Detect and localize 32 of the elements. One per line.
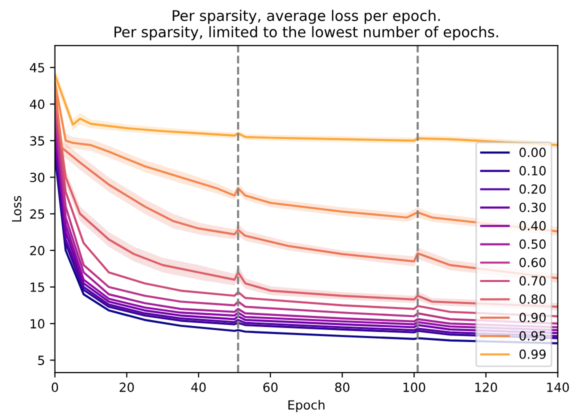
x-tick-label: 120 [475, 382, 498, 392]
legend-label: 0.90 [520, 312, 546, 322]
chart-title: Per sparsity, average loss per epoch. Per sparsity, limited to the lowest number of epochs. [114, 10, 498, 40]
legend-label: 0.40 [520, 221, 546, 230]
legend-label: 0.00 [520, 148, 546, 158]
y-tick-label: 15 [30, 282, 44, 292]
x-tick-label: 0 [52, 382, 58, 392]
y-tick-label: 40 [30, 100, 44, 109]
y-tick-label: 20 [30, 246, 44, 256]
legend-label: 0.80 [520, 294, 546, 304]
x-axis-title: Epoch [288, 400, 324, 412]
legend-label: 0.30 [520, 202, 546, 212]
x-tick-label: 20 [120, 382, 134, 392]
x-tick-label: 60 [263, 382, 278, 392]
y-tick-label: 5 [38, 356, 44, 366]
y-axis-title: Loss [12, 196, 22, 222]
legend-label: 0.50 [520, 239, 546, 249]
x-tick-label: 100 [404, 382, 426, 392]
legend-label: 0.99 [520, 349, 546, 359]
y-tick-label: 45 [30, 63, 44, 72]
x-tick-label: 40 [191, 382, 206, 392]
legend-label: 0.70 [520, 276, 546, 286]
y-tick-label: 25 [30, 209, 44, 219]
legend-label: 0.60 [520, 258, 546, 268]
x-tick-label: 140 [547, 382, 569, 392]
y-tick-label: 35 [30, 136, 44, 146]
x-tick-label: 80 [335, 382, 350, 392]
y-tick-label: 10 [30, 319, 44, 329]
legend-label: 0.95 [520, 331, 546, 341]
y-tick-label: 30 [30, 172, 44, 182]
legend-label: 0.10 [520, 166, 546, 176]
legend-label: 0.20 [520, 184, 546, 194]
